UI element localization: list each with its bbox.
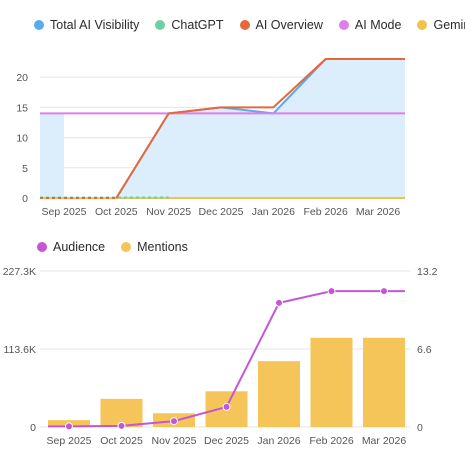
legend-item-ai-mode[interactable]: AI Mode [338,18,402,32]
legend-item-audience[interactable]: Audience [37,240,105,254]
x-tick-label: Feb 2026 [309,435,354,447]
legend-item-ai-overview[interactable]: AI Overview [239,18,323,32]
y-tick-label: 10 [16,133,28,145]
y-left-tick-label: 227.3K [3,266,36,278]
y-tick-label: 5 [22,163,28,175]
legend-dot-mentions [121,242,132,252]
y-left-tick-label: 113.6K [4,344,37,356]
y-tick-label: 15 [16,102,28,114]
y-right-tick-label: 6.6 [417,344,432,356]
legend-item-total-ai-visibility[interactable]: Total AI Visibility [34,18,139,32]
point-audience[interactable] [327,287,336,296]
x-tick-label: Oct 2025 [100,435,143,447]
legend-dot-ai-overview [239,20,250,30]
x-tick-label: Mar 2026 [356,206,401,218]
y-tick-label: 20 [16,72,28,84]
x-tick-label: Nov 2025 [146,206,191,218]
bar-mentions[interactable] [363,337,405,427]
legend-label-gemini: Gemini [433,18,465,32]
bar-mentions[interactable] [258,361,300,427]
legend-label-audience: Audience [53,240,106,254]
x-tick-label: Dec 2025 [204,435,249,447]
point-audience[interactable] [275,298,283,307]
x-tick-label: Sep 2025 [42,206,87,218]
y-right-tick-label: 13.2 [417,266,438,278]
legend-item-chatgpt[interactable]: ChatGPT [155,18,224,32]
point-audience[interactable] [380,287,388,296]
series-area-total-ai-visibility [64,59,378,198]
legend-label-ai-mode: AI Mode [354,18,402,32]
x-tick-label: Feb 2026 [303,206,348,218]
y-tick-label: 0 [22,193,28,205]
visibility-line-chart: 0 5 10 15 20 Sep 2025 Oct 2025 Nov 2025 Dec 2025… [16,58,405,218]
legend-label-mentions: Mentions [137,240,188,254]
legend-item-mentions[interactable]: Mentions [121,240,188,254]
legend-top-chart: Total AI Visibility ChatGPT AI Overview AI … [34,18,465,32]
x-tick-label: Nov 2025 [152,435,197,447]
legend-label-ai-overview: AI Overview [255,18,323,32]
x-tick-label: Oct 2025 [95,206,138,218]
legend-bottom-chart: Audience Mentions [37,240,188,254]
legend-dot-audience [37,242,47,252]
point-audience[interactable] [222,402,231,411]
bar-mentions[interactable] [310,337,353,427]
series-line-ai-overview [115,58,405,199]
point-audience[interactable] [65,422,73,431]
y-left-tick-label: 0 [30,422,36,434]
legend-dot-total-ai-visibility [34,20,44,30]
x-tick-label: Mar 2026 [362,435,407,447]
x-tick-label: Jan 2026 [257,435,300,447]
series-area-pad-right [378,59,405,198]
point-audience[interactable] [117,421,126,430]
legend-label-chatgpt: ChatGPT [171,18,224,32]
legend-dot-ai-mode [338,20,349,30]
legend-dot-chatgpt [155,20,166,30]
legend-label-total-ai-visibility: Total AI Visibility [50,18,140,32]
x-tick-label: Sep 2025 [47,435,92,447]
point-audience[interactable] [170,417,178,426]
x-tick-label: Dec 2025 [199,206,244,218]
y-right-tick-label: 0 [417,422,423,434]
legend-item-gemini[interactable]: Gemini [417,18,465,32]
x-tick-label: Jan 2026 [252,206,295,218]
series-area-pad-left [40,113,64,198]
legend-dot-gemini [417,20,428,30]
